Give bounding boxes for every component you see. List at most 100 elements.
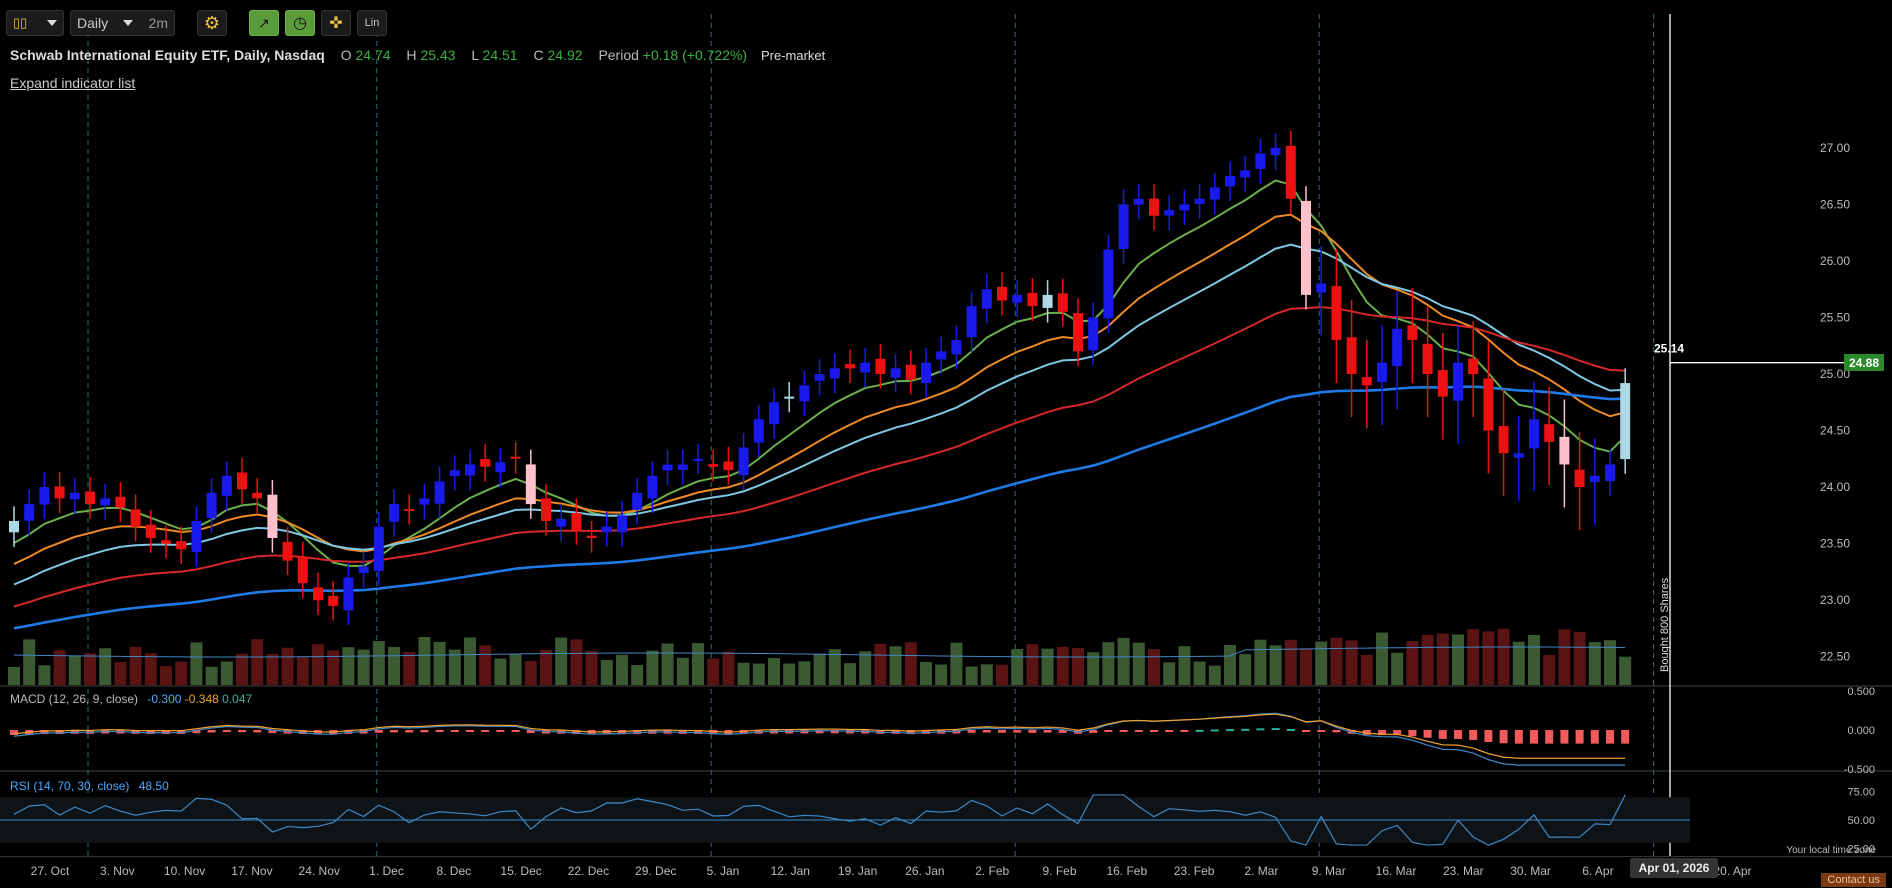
volume-bar [1132, 642, 1145, 685]
timezone-label[interactable]: Your local time zone [1786, 845, 1876, 856]
volume-bar [1315, 641, 1328, 685]
contact-button[interactable]: Contact us [1821, 873, 1886, 887]
candle-body [1468, 358, 1479, 375]
volume-bar [1543, 654, 1556, 685]
volume-bar [996, 664, 1008, 685]
macd-histogram-bar [466, 730, 474, 732]
volume-bar [144, 653, 157, 685]
candle-body [465, 464, 475, 476]
x-tick-label: 23. Feb [1174, 864, 1215, 878]
volume-bar [418, 637, 431, 685]
volume-bar [433, 641, 446, 685]
volume-bar [1330, 637, 1343, 685]
expand-indicator-link[interactable]: Expand indicator list [10, 75, 136, 91]
x-tick-label: 6. Apr [1582, 864, 1613, 878]
macd-histogram-bar [222, 730, 231, 733]
candle-body [860, 362, 871, 373]
candle-body [1346, 337, 1357, 375]
macd-histogram-bar [815, 730, 824, 734]
candle-body [753, 419, 764, 443]
candle-body [784, 396, 795, 399]
pane-divider [0, 685, 1892, 687]
macd-histogram-bar [390, 730, 398, 733]
candle-body [693, 458, 703, 461]
period-label: Daily [77, 15, 109, 31]
macd-histogram-bar [1028, 730, 1037, 733]
volume-bar [1619, 656, 1632, 685]
candle-body [799, 385, 810, 402]
volume-bar [813, 653, 826, 685]
volume-bar [737, 662, 750, 685]
volume-bar [1041, 648, 1054, 685]
rsi-legend: RSI (14, 70, 30, close) 48.50 [10, 779, 169, 793]
macd-histogram-bar [40, 730, 49, 734]
volume-bar [190, 642, 203, 685]
candle-body [1240, 170, 1251, 178]
candle-body [981, 289, 992, 309]
period-dropdown[interactable]: Daily 2m [70, 10, 175, 36]
macd-histogram-bar [374, 730, 383, 733]
volume-bar [935, 664, 948, 685]
candle-body [632, 492, 643, 510]
candle-body [54, 486, 65, 499]
x-tick-label: 2. Mar [1244, 864, 1278, 878]
candle-body [1301, 200, 1311, 295]
crosshair-button[interactable]: ✜ [321, 10, 351, 36]
volume-bar [1193, 661, 1206, 685]
candle-body [1073, 313, 1083, 352]
volume-bar [874, 643, 887, 685]
candle-body [221, 475, 232, 496]
macd-histogram-bar [298, 730, 307, 734]
x-tick-label: 23. Mar [1443, 864, 1484, 878]
candle-body [1392, 328, 1403, 367]
macd-histogram-bar [1393, 730, 1402, 736]
macd-label: MACD (12, 26, 9, close) [10, 692, 139, 706]
ema-line [13, 385, 1626, 630]
macd-histogram-bar [906, 730, 915, 735]
volume-bar [464, 637, 476, 685]
drawing-tool-button[interactable]: ↗ [249, 10, 279, 36]
macd-histogram-bar [633, 730, 642, 734]
y-tick-label: 25.00 [1820, 367, 1850, 381]
volume-bar [1208, 665, 1221, 685]
volume-bar [38, 665, 51, 685]
candle-body [525, 464, 536, 505]
macd-histogram-bar [1438, 730, 1447, 739]
macd-histogram-bar [1362, 730, 1371, 735]
candle-body [1012, 294, 1023, 303]
macd-histogram-bar [253, 730, 262, 733]
scale-button[interactable]: Lin [357, 10, 387, 36]
settings-button[interactable]: ⚙ [197, 10, 227, 36]
chart-toolbar: ▯▯ Daily 2m ⚙ ↗ ◷ ✜ Lin [6, 8, 387, 38]
x-tick-label: 20. Apr [1713, 864, 1751, 878]
crosshair-icon: ✜ [329, 15, 343, 32]
high-label: H [406, 47, 417, 63]
volume-bar [1254, 639, 1267, 685]
volume-average-line [13, 646, 1626, 658]
macd-histogram-bar [496, 730, 505, 733]
macd-histogram-bar [1378, 730, 1386, 736]
macd-signal-value: -0.348 [184, 692, 219, 706]
macd-histogram-bar [238, 730, 246, 733]
volume-bar [707, 658, 720, 685]
macd-histogram-bar [1119, 730, 1128, 732]
volume-bar [1467, 629, 1480, 685]
y-tick-label: 23.00 [1820, 593, 1850, 607]
macd-histogram-bar [1469, 730, 1478, 741]
volume-bar [68, 655, 81, 685]
volume-bar [448, 649, 461, 685]
volume-bar [1497, 628, 1510, 685]
volume-bar [129, 646, 142, 685]
macd-histogram-bar [1621, 730, 1630, 744]
volume-bar [844, 663, 856, 685]
macd-histogram-bar [1514, 730, 1523, 744]
volume-bar [1360, 654, 1373, 685]
clock-button[interactable]: ◷ [285, 10, 315, 36]
macd-histogram-bar [10, 730, 18, 735]
chart-type-dropdown[interactable]: ▯▯ [6, 10, 64, 36]
macd-histogram-bar [1226, 729, 1234, 732]
macd-histogram-bar [1332, 730, 1341, 733]
x-tick-label: 12. Jan [771, 864, 810, 878]
macd-histogram-bar [1104, 730, 1113, 732]
